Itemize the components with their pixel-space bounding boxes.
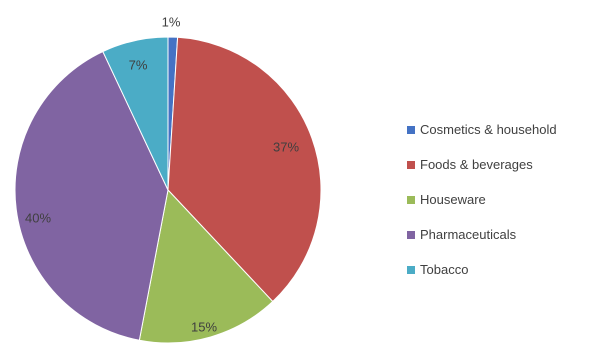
pie-slice-tobacco xyxy=(102,36,169,191)
data-label: 37% xyxy=(273,139,299,154)
legend-label: Cosmetics & household xyxy=(420,122,557,137)
data-label: 40% xyxy=(25,210,51,225)
legend-swatch xyxy=(407,125,415,134)
legend-item: Houseware xyxy=(407,188,557,211)
legend-label: Pharmaceuticals xyxy=(420,227,517,242)
legend-item: Foods & beverages xyxy=(407,153,557,176)
legend-label: Tobacco xyxy=(420,262,469,277)
legend-item: Cosmetics & household xyxy=(407,118,557,141)
pie-slice-foods-beverages xyxy=(167,36,322,303)
data-label: 7% xyxy=(129,57,148,72)
pie-chart: 1% 37% 15% 40% 7% xyxy=(14,14,322,344)
data-label: 15% xyxy=(191,319,217,334)
legend-label: Houseware xyxy=(420,192,486,207)
legend-item: Tobacco xyxy=(407,258,557,281)
legend-item: Pharmaceuticals xyxy=(407,223,557,246)
legend-swatch xyxy=(407,230,415,239)
pie-slice-pharmaceuticals xyxy=(14,50,169,341)
data-label: 1% xyxy=(162,14,181,29)
legend-label: Foods & beverages xyxy=(420,157,533,172)
chart-legend: Cosmetics & household Foods & beverages Ho… xyxy=(407,118,557,293)
legend-swatch xyxy=(407,265,415,274)
legend-swatch xyxy=(407,160,415,169)
pie-slice-houseware xyxy=(138,188,274,344)
legend-swatch xyxy=(407,195,415,204)
